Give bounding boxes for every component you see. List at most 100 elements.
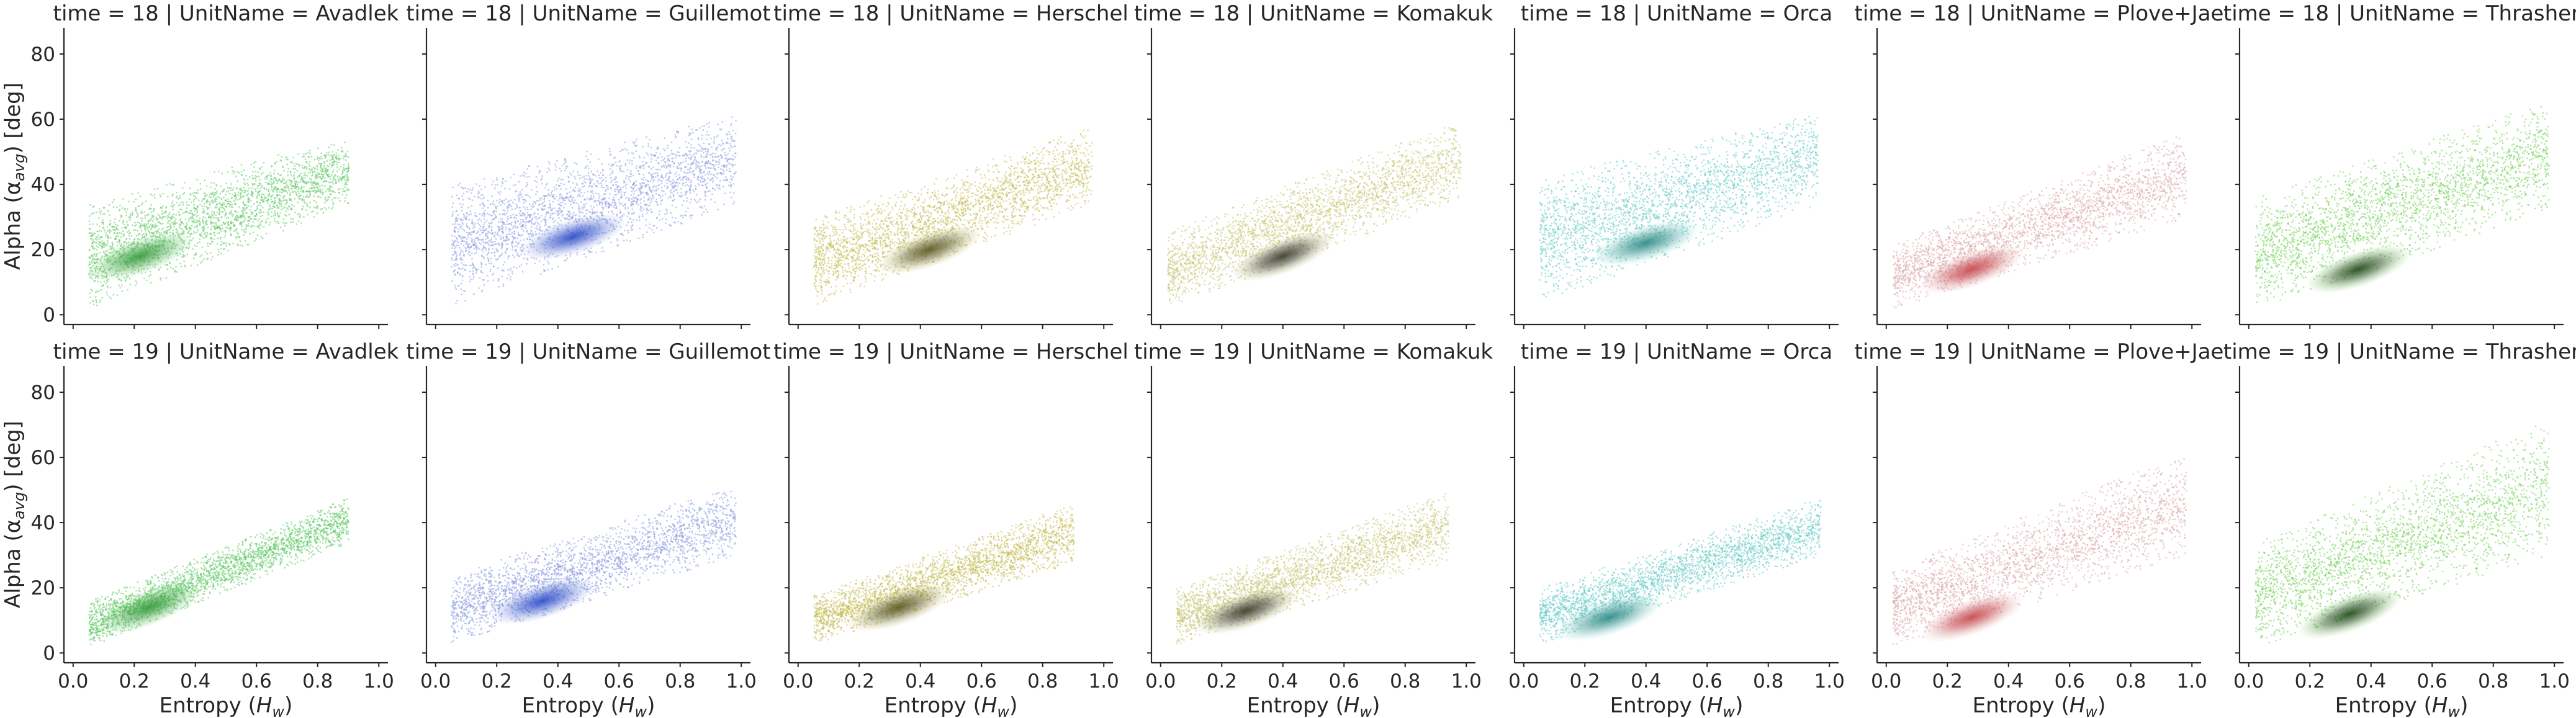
data-point	[237, 233, 239, 235]
data-point	[636, 203, 637, 205]
data-point	[546, 195, 547, 197]
data-point	[587, 158, 589, 161]
data-point	[110, 247, 112, 249]
data-point	[322, 171, 323, 173]
data-point	[272, 205, 274, 208]
data-point	[162, 212, 164, 214]
data-point	[129, 219, 131, 221]
data-point	[534, 223, 536, 225]
data-point	[547, 207, 549, 209]
data-point	[490, 258, 492, 259]
data-point	[340, 151, 343, 153]
data-point	[526, 216, 528, 218]
data-point	[508, 204, 510, 206]
data-point	[502, 222, 503, 224]
data-point	[218, 227, 220, 229]
data-point	[93, 254, 96, 256]
data-point	[655, 227, 658, 229]
data-point	[690, 184, 692, 186]
data-point	[729, 181, 731, 183]
data-point	[611, 180, 613, 182]
data-point	[526, 263, 528, 265]
data-point	[156, 231, 158, 233]
data-point	[469, 198, 471, 200]
data-point	[257, 185, 259, 187]
data-point	[150, 193, 151, 195]
data-point	[309, 202, 311, 204]
data-point	[227, 203, 228, 205]
data-point	[214, 200, 216, 202]
data-point	[555, 166, 557, 168]
data-point	[258, 182, 261, 184]
data-point	[461, 235, 462, 238]
data-point	[566, 213, 568, 215]
data-point	[598, 177, 601, 179]
data-point	[572, 197, 575, 199]
data-point	[331, 174, 333, 176]
data-point	[700, 169, 702, 171]
data-point	[711, 187, 714, 189]
data-point	[653, 179, 655, 181]
data-point	[216, 225, 218, 227]
data-point	[167, 196, 169, 198]
data-point	[709, 179, 712, 181]
data-point	[89, 263, 91, 265]
data-point	[160, 279, 161, 281]
data-point	[565, 218, 567, 221]
data-point	[633, 181, 635, 184]
data-point	[461, 294, 463, 295]
data-point	[99, 211, 101, 213]
data-point	[305, 191, 307, 193]
data-point	[327, 188, 328, 190]
data-point	[641, 210, 642, 212]
data-point	[259, 223, 261, 225]
data-point	[490, 232, 492, 234]
data-point	[465, 217, 467, 218]
data-point	[197, 215, 199, 217]
data-point	[625, 175, 628, 177]
data-point	[346, 184, 348, 186]
data-point	[504, 187, 506, 190]
data-point	[259, 168, 261, 170]
data-point	[579, 194, 580, 197]
data-point	[601, 199, 603, 200]
data-point	[590, 192, 592, 194]
data-point	[601, 186, 603, 188]
data-point	[583, 181, 585, 182]
data-point	[88, 228, 90, 230]
data-point	[303, 168, 305, 169]
data-point	[645, 179, 647, 181]
data-point	[587, 172, 590, 174]
data-point	[494, 243, 496, 245]
data-point	[487, 243, 489, 245]
data-point	[463, 217, 466, 219]
data-point	[253, 218, 255, 220]
data-point	[536, 218, 538, 220]
data-point	[598, 204, 601, 206]
data-point	[464, 290, 466, 292]
data-point	[511, 271, 513, 272]
data-point	[109, 229, 110, 231]
data-point	[260, 199, 262, 201]
data-point	[482, 230, 484, 231]
data-point	[631, 151, 633, 154]
data-point	[683, 176, 685, 178]
data-point	[274, 213, 276, 215]
data-point	[245, 231, 246, 233]
data-point	[668, 159, 670, 161]
data-point	[631, 202, 633, 205]
data-point	[324, 202, 326, 204]
data-point	[209, 215, 210, 217]
data-point	[227, 221, 229, 223]
data-point	[469, 210, 472, 212]
data-point	[642, 179, 644, 181]
data-point	[308, 168, 310, 170]
data-point	[123, 235, 125, 237]
data-point	[453, 242, 454, 244]
data-point	[304, 166, 306, 168]
data-point	[267, 211, 269, 213]
data-point	[479, 225, 482, 227]
data-point	[588, 175, 590, 177]
data-point	[338, 192, 340, 194]
data-point	[100, 210, 102, 212]
